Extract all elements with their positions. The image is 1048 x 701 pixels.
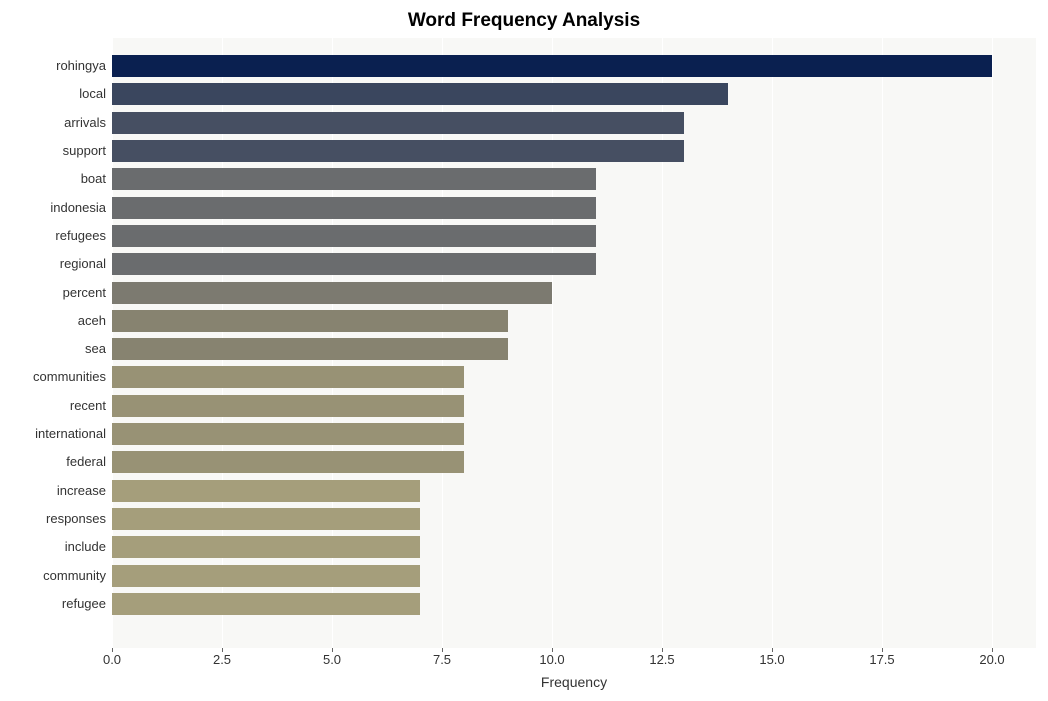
y-tick-label: international	[6, 423, 106, 445]
bar-row	[112, 282, 552, 304]
y-tick-label: local	[6, 83, 106, 105]
x-tick-label: 0.0	[103, 652, 121, 667]
bar-row	[112, 565, 420, 587]
x-tick-label: 2.5	[213, 652, 231, 667]
bar	[112, 508, 420, 530]
bar	[112, 451, 464, 473]
y-tick-label: increase	[6, 480, 106, 502]
y-tick-label: recent	[6, 395, 106, 417]
bar	[112, 565, 420, 587]
bar	[112, 253, 596, 275]
y-tick-label: aceh	[6, 310, 106, 332]
y-tick-label: arrivals	[6, 112, 106, 134]
bar	[112, 197, 596, 219]
y-tick-label: regional	[6, 253, 106, 275]
grid-line	[772, 38, 773, 648]
x-tick-label: 20.0	[979, 652, 1004, 667]
x-tick-label: 5.0	[323, 652, 341, 667]
bar	[112, 168, 596, 190]
bar	[112, 55, 992, 77]
bar-row	[112, 395, 464, 417]
y-tick-label: refugee	[6, 593, 106, 615]
y-tick-label: support	[6, 140, 106, 162]
y-tick-label: federal	[6, 451, 106, 473]
y-tick-label: boat	[6, 168, 106, 190]
bar-row	[112, 480, 420, 502]
bar	[112, 140, 684, 162]
bar	[112, 83, 728, 105]
bar	[112, 395, 464, 417]
plot-area	[112, 38, 1036, 648]
y-tick-label: sea	[6, 338, 106, 360]
bar-row	[112, 366, 464, 388]
bar	[112, 593, 420, 615]
x-tick-label: 12.5	[649, 652, 674, 667]
x-axis-label: Frequency	[112, 674, 1036, 690]
bar-row	[112, 168, 596, 190]
y-tick-label: rohingya	[6, 55, 106, 77]
y-tick-label: refugees	[6, 225, 106, 247]
bar	[112, 112, 684, 134]
x-tick-label: 17.5	[869, 652, 894, 667]
bar	[112, 282, 552, 304]
bar-row	[112, 225, 596, 247]
bar	[112, 366, 464, 388]
chart-title: Word Frequency Analysis	[0, 10, 1048, 32]
x-tick-label: 7.5	[433, 652, 451, 667]
bar-row	[112, 451, 464, 473]
bar	[112, 338, 508, 360]
y-tick-label: indonesia	[6, 197, 106, 219]
bar-row	[112, 112, 684, 134]
bar-row	[112, 83, 728, 105]
bar	[112, 225, 596, 247]
chart-container: Word Frequency Analysis Frequency 0.0 2.5…	[0, 0, 1048, 701]
bar-row	[112, 55, 992, 77]
x-tick-label: 15.0	[759, 652, 784, 667]
bar-row	[112, 338, 508, 360]
bar-row	[112, 423, 464, 445]
bar-row	[112, 593, 420, 615]
y-tick-label: community	[6, 565, 106, 587]
y-tick-label: percent	[6, 282, 106, 304]
grid-line	[882, 38, 883, 648]
bar-row	[112, 310, 508, 332]
bar-row	[112, 197, 596, 219]
y-tick-label: include	[6, 536, 106, 558]
bar-row	[112, 140, 684, 162]
bar-row	[112, 536, 420, 558]
bar-row	[112, 508, 420, 530]
bar	[112, 536, 420, 558]
bar-row	[112, 253, 596, 275]
grid-line	[992, 38, 993, 648]
bar	[112, 310, 508, 332]
x-tick-label: 10.0	[539, 652, 564, 667]
bar	[112, 423, 464, 445]
y-tick-label: communities	[6, 366, 106, 388]
y-tick-label: responses	[6, 508, 106, 530]
bar	[112, 480, 420, 502]
